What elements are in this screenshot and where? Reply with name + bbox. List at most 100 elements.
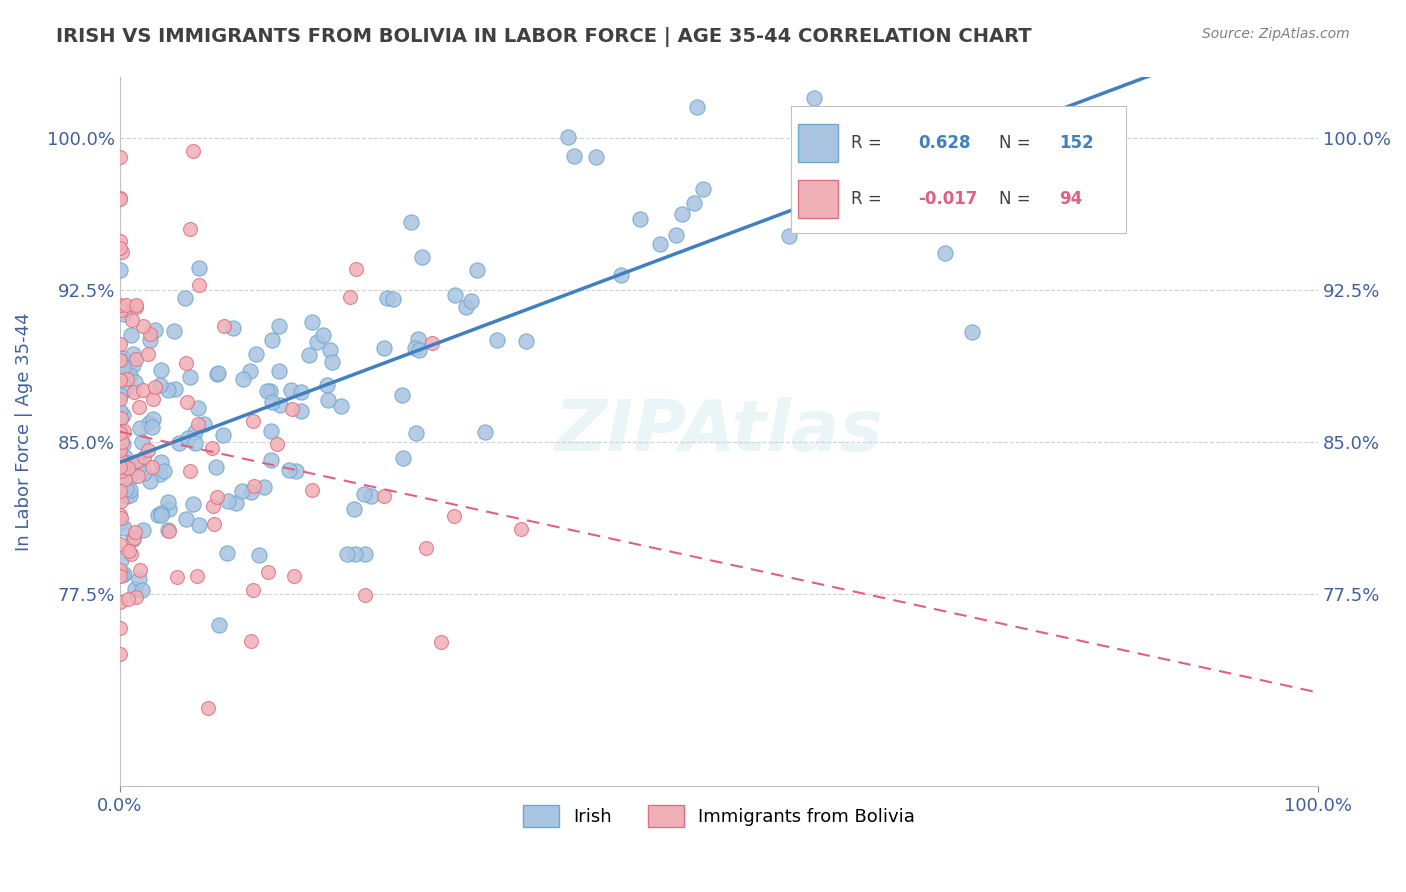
Point [217, 493, 239, 508]
Point [443, 508, 465, 523]
Text: IRISH VS IMMIGRANTS FROM BOLIVIA IN LABOR FORCE | AGE 35-44 CORRELATION CHART: IRISH VS IMMIGRANTS FROM BOLIVIA IN LABO… [56, 27, 1032, 46]
Point [114, 298, 136, 312]
Point [114, 383, 136, 397]
Point [184, 425, 207, 439]
Text: Source: ZipAtlas.com: Source: ZipAtlas.com [1202, 27, 1350, 41]
Point [114, 455, 136, 469]
Point [685, 100, 707, 114]
Point [125, 298, 148, 312]
Point [127, 468, 149, 483]
Legend: Irish, Immigrants from Bolivia: Irish, Immigrants from Bolivia [516, 797, 922, 834]
Point [443, 288, 465, 302]
Point [360, 489, 382, 503]
Point [174, 356, 197, 370]
Point [117, 473, 139, 487]
Point [114, 471, 136, 485]
Point [149, 455, 172, 469]
Point [149, 467, 172, 482]
Point [267, 319, 290, 334]
Point [183, 436, 205, 450]
Point [174, 291, 197, 305]
Point [110, 454, 132, 468]
Point [124, 531, 146, 545]
Point [188, 278, 211, 293]
Point [108, 373, 131, 387]
Point [373, 341, 395, 355]
Point [420, 336, 443, 351]
Point [343, 547, 366, 561]
Point [391, 388, 413, 402]
Point [111, 437, 134, 451]
Point [208, 617, 231, 632]
Point [156, 524, 179, 538]
Point [290, 385, 312, 400]
Point [373, 489, 395, 503]
Point [290, 403, 312, 417]
Point [648, 236, 671, 251]
Point [108, 508, 131, 522]
Point [149, 362, 172, 376]
Point [408, 332, 430, 346]
Point [186, 568, 208, 582]
Point [112, 307, 135, 321]
Point [110, 302, 132, 317]
Point [260, 333, 283, 347]
Point [628, 211, 651, 226]
Point [157, 495, 180, 509]
Point [176, 512, 198, 526]
Point [120, 368, 142, 382]
Point [311, 328, 333, 343]
Point [108, 150, 131, 164]
Point [256, 384, 278, 399]
Point [183, 145, 205, 159]
Point [242, 414, 264, 428]
Point [114, 450, 136, 465]
Point [415, 541, 437, 556]
Point [108, 516, 131, 530]
Point [243, 479, 266, 493]
Point [305, 334, 328, 349]
Point [247, 548, 270, 562]
Point [125, 351, 148, 366]
Point [353, 547, 375, 561]
Point [336, 547, 359, 561]
Point [256, 565, 278, 579]
Point [112, 408, 135, 422]
Point [240, 485, 263, 500]
Point [108, 298, 131, 312]
Point [139, 326, 162, 341]
Point [120, 328, 142, 343]
Point [115, 489, 138, 503]
Point [128, 572, 150, 586]
Point [280, 384, 302, 398]
Point [129, 563, 152, 577]
Point [485, 333, 508, 347]
Point [143, 380, 166, 394]
Point [128, 421, 150, 435]
Point [509, 523, 531, 537]
Point [253, 479, 276, 493]
Point [201, 499, 224, 513]
Point [454, 300, 477, 314]
Point [262, 395, 284, 409]
Point [176, 431, 198, 445]
Point [110, 192, 132, 206]
Point [138, 416, 160, 430]
Point [225, 496, 247, 510]
Point [110, 511, 132, 525]
Y-axis label: In Labor Force | Age 35-44: In Labor Force | Age 35-44 [15, 313, 32, 551]
Point [141, 419, 163, 434]
Point [108, 425, 131, 440]
Point [108, 563, 131, 577]
Point [124, 375, 146, 389]
Point [112, 521, 135, 535]
Point [139, 334, 162, 348]
Point [112, 566, 135, 581]
Point [188, 518, 211, 533]
Point [124, 524, 146, 539]
Point [399, 215, 422, 229]
Point [239, 364, 262, 378]
Point [136, 346, 159, 360]
Point [111, 434, 134, 449]
Point [269, 398, 291, 412]
